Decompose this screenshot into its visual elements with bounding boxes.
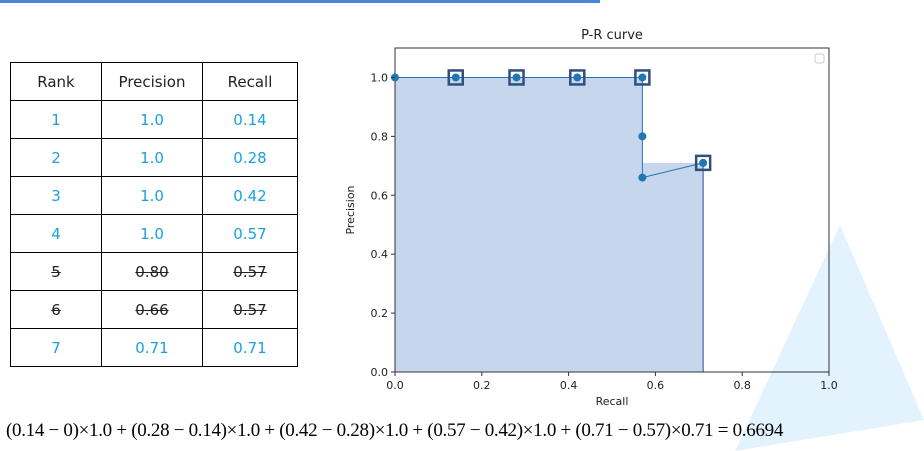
cell-precision: 1.0	[101, 138, 203, 177]
cell-rank: 7	[10, 328, 102, 367]
y-tick-label: 0.4	[371, 248, 389, 261]
table-row: 7 0.71 0.71	[10, 328, 298, 367]
table-row: 5 0.80 0.57	[10, 252, 298, 291]
table-row: 3 1.0 0.42	[10, 176, 298, 215]
y-tick-label: 0.6	[371, 189, 389, 202]
y-axis-label: Precision	[344, 185, 357, 234]
ap-formula: (0.14 − 0)×1.0 + (0.28 − 0.14)×1.0 + (0.…	[6, 420, 784, 441]
cell-recall: 0.42	[202, 176, 298, 215]
table-row: 2 1.0 0.28	[10, 138, 298, 177]
cell-rank: 1	[10, 100, 102, 139]
cell-recall: 0.14	[202, 100, 298, 139]
chart-title: P-R curve	[581, 28, 643, 43]
x-tick-label: 0.6	[647, 379, 665, 392]
interpolated-point-marker	[634, 69, 651, 86]
interpolated-point-marker	[508, 69, 525, 86]
pr-line	[395, 76, 704, 179]
cell-rank: 5	[10, 252, 102, 291]
x-tick-label: 0.8	[733, 379, 751, 392]
data-point	[638, 173, 647, 182]
data-point	[451, 73, 460, 82]
y-tick-label: 0.8	[371, 130, 389, 143]
cell-precision: 1.0	[101, 176, 203, 215]
data-point	[699, 158, 708, 167]
table-header-row: Rank Precision Recall	[10, 62, 298, 101]
cell-rank: 4	[10, 214, 102, 253]
pr-curve-chart: 0.0 0.2 0.4 0.6 0.8 1.0 0.0 0.2 0.4 0.6 0.8 1.0 P-R …	[344, 28, 838, 408]
x-tick-label: 0.0	[386, 379, 404, 392]
data-point	[638, 132, 647, 141]
x-tick-label: 1.0	[820, 379, 838, 392]
data-point	[638, 73, 647, 82]
cell-recall: 0.71	[202, 328, 298, 367]
header-rank: Rank	[10, 62, 102, 101]
cell-rank: 2	[10, 138, 102, 177]
cell-precision: 1.0	[101, 100, 203, 139]
interpolated-area	[395, 77, 704, 373]
rank-table: Rank Precision Recall 1 1.0 0.14 2 1.0 0.28 3 1…	[10, 62, 298, 367]
header-recall: Recall	[202, 62, 298, 101]
table-row: 6 0.66 0.57	[10, 290, 298, 329]
table-row: 4 1.0 0.57	[10, 214, 298, 253]
cell-precision: 1.0	[101, 214, 203, 253]
cell-precision: 0.66	[101, 290, 203, 329]
cell-precision: 0.80	[101, 252, 203, 291]
y-tick-label: 0.2	[371, 307, 389, 320]
cell-recall: 0.28	[202, 138, 298, 177]
y-tick-label: 0.0	[371, 366, 389, 379]
table-row: 1 1.0 0.14	[10, 100, 298, 139]
header-precision: Precision	[101, 62, 203, 101]
x-axis-label: Recall	[596, 395, 629, 408]
y-tick-label: 1.0	[371, 71, 389, 84]
legend-box	[814, 53, 825, 64]
cell-recall: 0.57	[202, 252, 298, 291]
cell-precision: 0.71	[101, 328, 203, 367]
top-accent-bar	[0, 0, 600, 3]
cell-rank: 6	[10, 290, 102, 329]
interpolated-point-marker	[569, 69, 586, 86]
x-tick-label: 0.2	[473, 379, 491, 392]
x-tick-label: 0.4	[560, 379, 578, 392]
interpolated-point-marker	[447, 69, 465, 86]
data-point	[512, 73, 521, 82]
cell-recall: 0.57	[202, 214, 298, 253]
data-point	[573, 73, 582, 82]
axes-frame	[394, 47, 830, 373]
cell-recall: 0.57	[202, 290, 298, 329]
cell-rank: 3	[10, 176, 102, 215]
interpolated-point-marker	[694, 154, 712, 172]
